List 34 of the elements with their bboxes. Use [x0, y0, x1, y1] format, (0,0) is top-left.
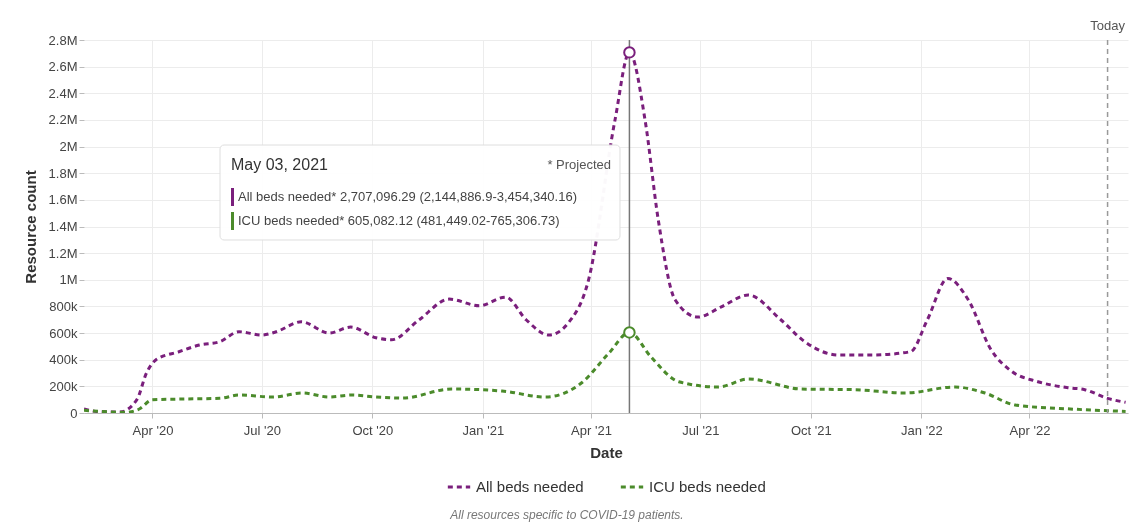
- x-tick-label: Jul '21: [682, 422, 720, 438]
- annotation: * Projected: [547, 157, 611, 172]
- legend-label: All beds needed: [476, 478, 584, 495]
- x-tick-label: Apr '21: [571, 422, 612, 438]
- legend-label: ICU beds needed: [649, 478, 766, 495]
- y-tick-label: 1.6M: [48, 192, 78, 208]
- x-tick-label: Apr '22: [1009, 422, 1051, 438]
- annotation: ICU beds needed* 605,082.12 (481,449.02-765,306.73): [238, 213, 560, 228]
- ref-line-label: Today: [1090, 18, 1126, 33]
- x-tick-label: Oct '21: [790, 422, 832, 438]
- y-tick-label: 400k: [49, 352, 78, 368]
- y-tick-label: 2M: [59, 139, 78, 155]
- y-tick-label: 2.2M: [48, 112, 78, 128]
- x-tick-label: Oct '20: [352, 422, 394, 438]
- annotation: May 03, 2021: [231, 156, 329, 173]
- y-tick-label: 2.8M: [48, 32, 78, 48]
- y-tick-label: 200k: [49, 378, 78, 394]
- y-tick-label: 1.4M: [48, 219, 78, 234]
- y-tick-label: 600k: [49, 325, 78, 341]
- y-tick-label: 2.4M: [48, 85, 78, 101]
- text: All resources specific to COVID-19 patients.: [449, 508, 684, 522]
- y-tick-label: 2.6M: [48, 59, 78, 75]
- y-tick-label: 1.2M: [48, 245, 78, 261]
- y-tick-label: 1.8M: [48, 165, 78, 181]
- y-tick-label: 0: [70, 405, 78, 421]
- x-tick-label: Jan '22: [901, 422, 943, 438]
- x-axis-title: Date: [590, 443, 623, 461]
- x-tick-label: Apr '20: [132, 422, 174, 438]
- x-tick-label: Jan '21: [462, 422, 505, 438]
- y-tick-label: 800k: [49, 298, 78, 314]
- y-axis-title: Resource count: [21, 170, 39, 284]
- y-tick-label: 1M: [59, 272, 78, 288]
- x-tick-label: Jul '20: [243, 422, 281, 438]
- annotation: All beds needed* 2,707,096.29 (2,144,886.9-3,454,340.16): [238, 189, 577, 204]
